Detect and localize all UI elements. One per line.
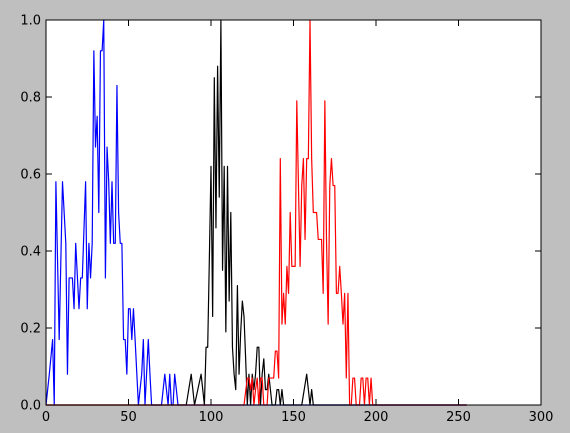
- x-tick-label: 300: [529, 410, 554, 425]
- x-tick-label: 0: [42, 410, 50, 425]
- y-tick-label: 0.4: [20, 245, 41, 260]
- y-tick-label: 0.8: [20, 91, 41, 106]
- plot-area: [45, 19, 542, 406]
- plot-frame: [45, 19, 542, 406]
- y-tick-label: 1.0: [20, 14, 41, 29]
- y-axis-tick-labels: 0.0 0.2 0.4 0.6 0.8 1.0: [20, 14, 41, 414]
- y-tick-label: 0.2: [20, 322, 41, 337]
- plot-background: [46, 20, 541, 405]
- x-axis-tick-labels: 0 50 100 150 200 250 300: [42, 410, 554, 425]
- y-tick-label: 0.6: [20, 168, 41, 183]
- x-tick-label: 250: [446, 410, 471, 425]
- x-tick-label: 50: [120, 410, 137, 425]
- x-tick-label: 150: [281, 410, 306, 425]
- x-tick-label: 100: [199, 410, 224, 425]
- x-tick-label: 200: [364, 410, 389, 425]
- y-tick-label: 0.0: [20, 399, 41, 414]
